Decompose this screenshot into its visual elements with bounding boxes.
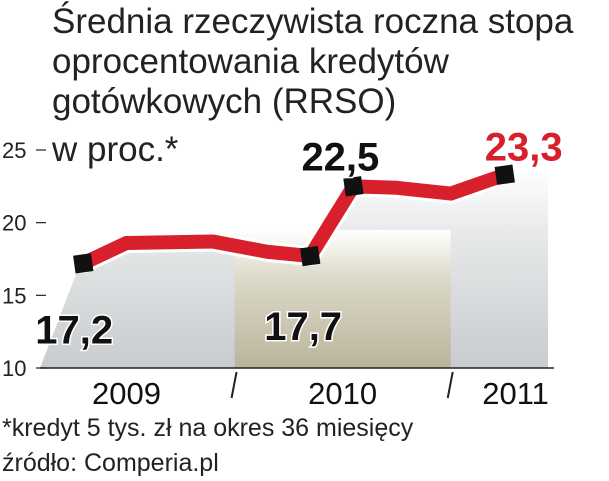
data-label: 22,5: [301, 135, 379, 179]
y-tick-label: 15: [2, 283, 26, 308]
data-point-marker: [300, 245, 321, 267]
year-divider: [230, 371, 238, 399]
data-point-marker: [343, 176, 364, 197]
y-tick-label: 20: [2, 211, 26, 236]
x-year-label: 2011: [482, 376, 549, 411]
chart-title-line: Średnia rzeczywista roczna stopa: [52, 2, 574, 41]
source-note: źródło: Comperia.pl: [2, 449, 219, 477]
data-point-marker: [73, 253, 94, 274]
y-tick-label: 10: [2, 356, 26, 381]
data-label: 23,3: [485, 126, 563, 170]
data-label: 17,7: [264, 305, 342, 349]
footnote: *kredyt 5 tys. zł na okres 36 miesięcy: [2, 414, 414, 442]
data-point-marker: [494, 164, 515, 185]
y-unit-label: w proc.*: [52, 130, 179, 169]
year-divider: [446, 371, 454, 399]
x-year-label: 2009: [92, 376, 161, 411]
y-tick-label: 25: [2, 138, 26, 163]
data-label: 17,2: [35, 308, 113, 352]
chart-title-line: oprocentowania kredytów: [52, 42, 449, 81]
x-year-label: 2010: [308, 376, 377, 411]
chart-title-line: gotówkowych (RRSO): [52, 82, 397, 121]
